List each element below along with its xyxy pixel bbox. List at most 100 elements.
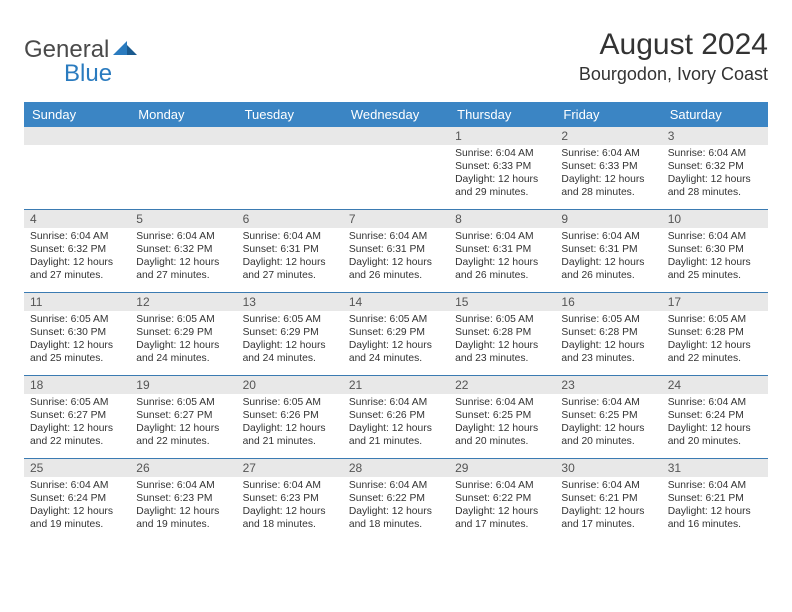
- calendar-cell: 12Sunrise: 6:05 AMSunset: 6:29 PMDayligh…: [130, 293, 236, 375]
- day-detail-line: Sunrise: 6:05 AM: [561, 314, 655, 327]
- calendar-cell: 7 Sunrise: 6:04 AMSunset: 6:31 PMDaylight…: [343, 210, 449, 292]
- day-number: 3: [662, 127, 768, 145]
- day-number: [237, 127, 343, 145]
- calendar-header-row: SundayMondayTuesdayWednesdayThursdayFrid…: [24, 102, 768, 127]
- calendar-body: 1Sunrise: 6:04 AMSunset: 6:33 PMDaylight…: [24, 127, 768, 541]
- day-number: 10: [662, 210, 768, 228]
- day-details: Sunrise: 6:04 AMSunset: 6:31 PMDaylight:…: [343, 231, 449, 282]
- day-detail-line: Sunrise: 6:05 AM: [243, 314, 337, 327]
- day-details: Sunrise: 6:04 AMSunset: 6:32 PMDaylight:…: [130, 231, 236, 282]
- page: GeneralBlue August 2024 Bourgodon, Ivory…: [0, 0, 792, 551]
- calendar-cell: 28Sunrise: 6:04 AMSunset: 6:22 PMDayligh…: [343, 459, 449, 541]
- calendar-cell: 18Sunrise: 6:05 AMSunset: 6:27 PMDayligh…: [24, 376, 130, 458]
- calendar-cell: 27Sunrise: 6:04 AMSunset: 6:23 PMDayligh…: [237, 459, 343, 541]
- day-detail-line: Sunrise: 6:04 AM: [349, 397, 443, 410]
- day-detail-line: Daylight: 12 hours: [349, 506, 443, 519]
- calendar-cell: 13Sunrise: 6:05 AMSunset: 6:29 PMDayligh…: [237, 293, 343, 375]
- calendar-cell-empty: [24, 127, 130, 209]
- day-details: Sunrise: 6:05 AMSunset: 6:26 PMDaylight:…: [237, 397, 343, 448]
- day-detail-line: Daylight: 12 hours: [561, 174, 655, 187]
- day-detail-line: and 17 minutes.: [561, 519, 655, 532]
- day-details: Sunrise: 6:05 AMSunset: 6:28 PMDaylight:…: [449, 314, 555, 365]
- day-detail-line: and 27 minutes.: [30, 270, 124, 283]
- day-details: Sunrise: 6:05 AMSunset: 6:29 PMDaylight:…: [130, 314, 236, 365]
- day-details: Sunrise: 6:04 AMSunset: 6:32 PMDaylight:…: [24, 231, 130, 282]
- day-details: Sunrise: 6:04 AMSunset: 6:33 PMDaylight:…: [555, 148, 661, 199]
- calendar-cell: 30Sunrise: 6:04 AMSunset: 6:21 PMDayligh…: [555, 459, 661, 541]
- day-details: Sunrise: 6:04 AMSunset: 6:23 PMDaylight:…: [237, 480, 343, 531]
- calendar-week-row: 18Sunrise: 6:05 AMSunset: 6:27 PMDayligh…: [24, 375, 768, 458]
- day-detail-line: Sunrise: 6:05 AM: [243, 397, 337, 410]
- day-detail-line: Daylight: 12 hours: [455, 340, 549, 353]
- day-detail-line: and 29 minutes.: [455, 187, 549, 200]
- day-number: 14: [343, 293, 449, 311]
- calendar-cell-empty: [237, 127, 343, 209]
- day-detail-line: Sunrise: 6:04 AM: [136, 231, 230, 244]
- day-detail-line: Sunset: 6:27 PM: [30, 410, 124, 423]
- calendar-cell-empty: [130, 127, 236, 209]
- day-detail-line: Sunrise: 6:05 AM: [136, 397, 230, 410]
- day-detail-line: Sunset: 6:28 PM: [561, 327, 655, 340]
- weekday-header: Tuesday: [237, 102, 343, 127]
- day-detail-line: Sunset: 6:28 PM: [455, 327, 549, 340]
- header: GeneralBlue August 2024 Bourgodon, Ivory…: [24, 28, 768, 88]
- weekday-header: Thursday: [449, 102, 555, 127]
- day-number: 18: [24, 376, 130, 394]
- day-detail-line: Daylight: 12 hours: [668, 257, 762, 270]
- day-detail-line: and 26 minutes.: [561, 270, 655, 283]
- day-detail-line: Daylight: 12 hours: [561, 340, 655, 353]
- day-detail-line: and 20 minutes.: [561, 436, 655, 449]
- calendar-cell: 29Sunrise: 6:04 AMSunset: 6:22 PMDayligh…: [449, 459, 555, 541]
- day-details: Sunrise: 6:04 AMSunset: 6:23 PMDaylight:…: [130, 480, 236, 531]
- calendar-cell: 1Sunrise: 6:04 AMSunset: 6:33 PMDaylight…: [449, 127, 555, 209]
- day-detail-line: and 19 minutes.: [136, 519, 230, 532]
- day-number: 7: [343, 210, 449, 228]
- calendar-cell: 3Sunrise: 6:04 AMSunset: 6:32 PMDaylight…: [662, 127, 768, 209]
- day-number: 13: [237, 293, 343, 311]
- day-details: Sunrise: 6:04 AMSunset: 6:30 PMDaylight:…: [662, 231, 768, 282]
- day-details: Sunrise: 6:05 AMSunset: 6:28 PMDaylight:…: [662, 314, 768, 365]
- day-detail-line: Sunset: 6:32 PM: [136, 244, 230, 257]
- day-number: 23: [555, 376, 661, 394]
- day-detail-line: and 27 minutes.: [243, 270, 337, 283]
- calendar-cell: 11Sunrise: 6:05 AMSunset: 6:30 PMDayligh…: [24, 293, 130, 375]
- day-detail-line: Sunrise: 6:05 AM: [30, 314, 124, 327]
- day-number: 24: [662, 376, 768, 394]
- day-detail-line: Daylight: 12 hours: [30, 423, 124, 436]
- calendar-cell: 25Sunrise: 6:04 AMSunset: 6:24 PMDayligh…: [24, 459, 130, 541]
- day-detail-line: Daylight: 12 hours: [455, 423, 549, 436]
- calendar-cell-empty: [343, 127, 449, 209]
- day-detail-line: Sunrise: 6:04 AM: [349, 480, 443, 493]
- day-detail-line: Daylight: 12 hours: [30, 340, 124, 353]
- day-detail-line: Sunset: 6:22 PM: [349, 493, 443, 506]
- day-detail-line: Sunrise: 6:04 AM: [349, 231, 443, 244]
- day-detail-line: Sunset: 6:30 PM: [668, 244, 762, 257]
- day-detail-line: and 17 minutes.: [455, 519, 549, 532]
- calendar-week-row: 4Sunrise: 6:04 AMSunset: 6:32 PMDaylight…: [24, 209, 768, 292]
- day-detail-line: and 23 minutes.: [561, 353, 655, 366]
- day-detail-line: Daylight: 12 hours: [455, 506, 549, 519]
- day-detail-line: Daylight: 12 hours: [668, 423, 762, 436]
- logo: GeneralBlue: [24, 28, 139, 88]
- day-details: Sunrise: 6:04 AMSunset: 6:22 PMDaylight:…: [449, 480, 555, 531]
- day-detail-line: Sunrise: 6:04 AM: [561, 231, 655, 244]
- day-number: 26: [130, 459, 236, 477]
- calendar-cell: 6Sunrise: 6:04 AMSunset: 6:31 PMDaylight…: [237, 210, 343, 292]
- day-detail-line: and 20 minutes.: [455, 436, 549, 449]
- day-detail-line: Daylight: 12 hours: [455, 174, 549, 187]
- logo-flag-icon: [113, 39, 139, 62]
- day-detail-line: Sunset: 6:33 PM: [455, 161, 549, 174]
- day-detail-line: and 24 minutes.: [349, 353, 443, 366]
- day-detail-line: Sunrise: 6:04 AM: [136, 480, 230, 493]
- day-detail-line: Sunrise: 6:04 AM: [243, 231, 337, 244]
- day-details: Sunrise: 6:04 AMSunset: 6:26 PMDaylight:…: [343, 397, 449, 448]
- day-number: 4: [24, 210, 130, 228]
- day-number: 15: [449, 293, 555, 311]
- calendar-cell: 8Sunrise: 6:04 AMSunset: 6:31 PMDaylight…: [449, 210, 555, 292]
- day-detail-line: Sunrise: 6:04 AM: [455, 480, 549, 493]
- day-detail-line: Sunrise: 6:04 AM: [561, 148, 655, 161]
- day-detail-line: and 20 minutes.: [668, 436, 762, 449]
- day-detail-line: Daylight: 12 hours: [668, 340, 762, 353]
- day-number: [130, 127, 236, 145]
- day-detail-line: Sunset: 6:30 PM: [30, 327, 124, 340]
